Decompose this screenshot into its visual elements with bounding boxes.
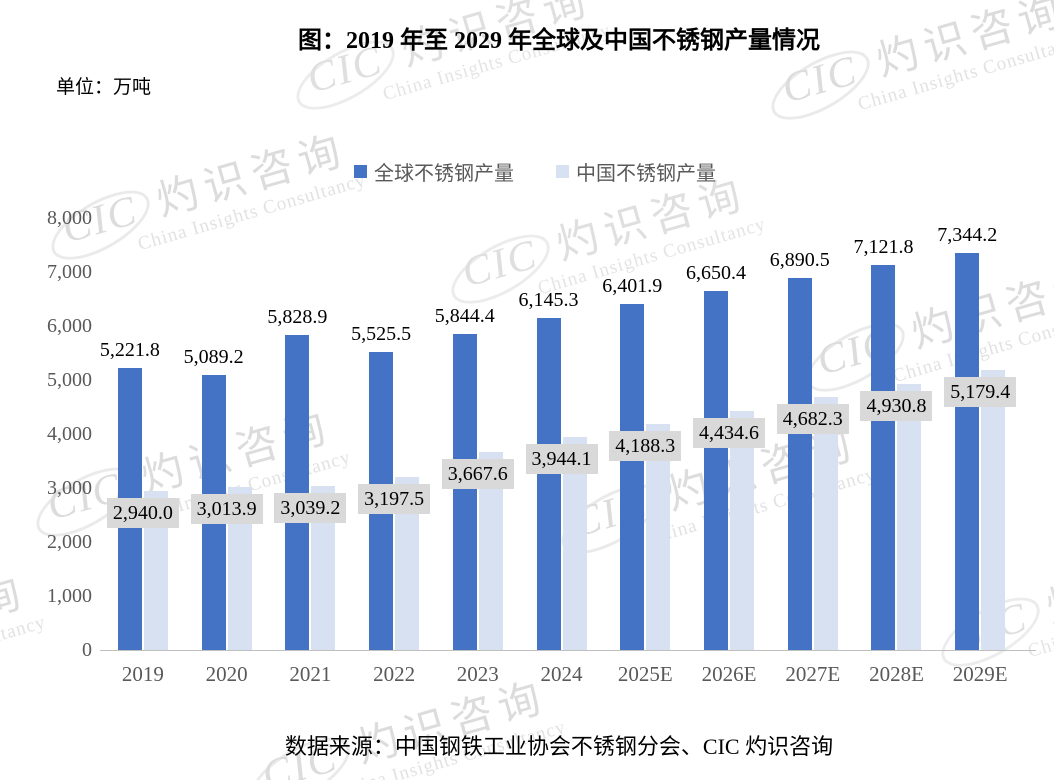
x-tick-label-2025E: 2025E bbox=[617, 662, 673, 686]
watermark-en-text: China Insights Consultancy bbox=[0, 0, 43, 52]
source-note: 数据来源：中国钢铁工业协会不锈钢分会、CIC 灼识咨询 bbox=[284, 734, 834, 759]
value-label-global-2023: 5,844.4 bbox=[434, 305, 495, 328]
bar-group-2025E: 6,401.9 4,188.3 bbox=[602, 218, 687, 650]
value-label-global-2028E: 7,121.8 bbox=[853, 236, 914, 259]
bar-global-2023 bbox=[452, 334, 477, 650]
value-label-china-2022: 3,197.5 bbox=[358, 484, 431, 515]
bar-china-2027E bbox=[813, 397, 838, 650]
y-axis: 0 1,000 2,000 3,000 4,000 5,000 6,000 7,000 8,00… bbox=[0, 207, 92, 661]
chart-title: 图：2019 年至 2029 年全球及中国不锈钢产量情况 bbox=[298, 28, 820, 54]
x-tick-label-2020: 2020 bbox=[205, 662, 248, 686]
plot-area: 5,221.8 2,940.0 5,089.2 3,013.9 5,828.9 3,039… bbox=[99, 218, 1022, 650]
legend-label-global: 全球不锈钢产量 bbox=[374, 163, 514, 185]
value-label-global-2026E: 6,650.4 bbox=[686, 261, 746, 284]
value-label-china-2025E: 4,188.3 bbox=[609, 430, 682, 461]
watermark-cn-text: 灼识咨询 bbox=[1041, 534, 1054, 633]
x-tick-label-2024: 2024 bbox=[540, 662, 583, 686]
bar-group-2019: 5,221.8 2,940.0 bbox=[99, 218, 185, 650]
value-label-global-2020: 5,089.2 bbox=[183, 346, 244, 369]
value-label-china-2029E: 5,179.4 bbox=[944, 377, 1017, 408]
value-label-china-2023: 3,667.6 bbox=[441, 458, 514, 489]
x-tick-label-2026E: 2026E bbox=[701, 662, 757, 686]
value-label-china-2026E: 4,434.6 bbox=[693, 417, 765, 448]
bar-china-2029E bbox=[981, 370, 1006, 650]
x-tick-label-2023: 2023 bbox=[456, 662, 499, 686]
bar-global-2028E bbox=[871, 265, 896, 650]
bar-global-2025E bbox=[620, 304, 645, 650]
chart-legend: 全球不锈钢产量 中国不锈钢产量 bbox=[8, 157, 1054, 186]
value-label-global-2025E: 6,401.9 bbox=[602, 275, 663, 298]
y-tick-label: 7,000 bbox=[47, 261, 92, 283]
watermark-cn-text: 灼识咨询 bbox=[0, 0, 28, 23]
legend-label-china: 中国不锈钢产量 bbox=[576, 163, 716, 185]
legend-swatch-global-icon bbox=[354, 165, 367, 178]
x-tick-label-2027E: 2027E bbox=[785, 662, 841, 686]
value-label-global-2027E: 6,890.5 bbox=[769, 248, 830, 271]
bar-global-2029E bbox=[955, 253, 980, 650]
bar-group-2026E: 6,650.4 4,434.6 bbox=[686, 218, 771, 650]
bar-group-2027E: 6,890.5 4,682.3 bbox=[769, 218, 855, 650]
x-tick-label-2021: 2021 bbox=[289, 662, 332, 686]
bar-global-2021 bbox=[285, 335, 310, 650]
value-label-china-2021: 3,039.2 bbox=[274, 492, 347, 523]
bar-group-2028E: 7,121.8 4,930.8 bbox=[853, 218, 939, 650]
y-tick-label: 8,000 bbox=[47, 207, 92, 229]
y-tick-label: 5,000 bbox=[47, 369, 92, 391]
value-label-global-2029E: 7,344.2 bbox=[937, 224, 998, 247]
y-tick-label: 0 bbox=[82, 639, 92, 661]
x-axis: 2019 2020 2021 2022 2023 2024 2025E 2026E 2027E 2… bbox=[101, 662, 1022, 687]
bar-global-2026E bbox=[704, 290, 728, 650]
bar-global-2024 bbox=[536, 318, 561, 650]
bar-group-2022: 5,525.5 3,197.5 bbox=[351, 218, 436, 650]
legend-item-china: 中国不锈钢产量 bbox=[556, 157, 716, 186]
bar-china-2026E bbox=[730, 410, 754, 650]
value-label-global-2022: 5,525.5 bbox=[351, 322, 412, 345]
y-tick-label: 6,000 bbox=[47, 315, 92, 337]
value-label-global-2024: 6,145.3 bbox=[518, 289, 579, 312]
bar-group-2020: 5,089.2 3,013.9 bbox=[183, 218, 269, 650]
value-label-china-2028E: 4,930.8 bbox=[860, 390, 933, 421]
bar-group-2021: 5,828.9 3,039.2 bbox=[267, 218, 352, 650]
value-label-china-2024: 3,944.1 bbox=[525, 444, 598, 475]
value-label-china-2019: 2,940.0 bbox=[106, 498, 179, 529]
bar-group-2024: 6,145.3 3,944.1 bbox=[518, 218, 604, 650]
y-tick-label: 1,000 bbox=[47, 585, 92, 607]
x-tick-label-2022: 2022 bbox=[373, 662, 416, 686]
unit-label: 单位：万吨 bbox=[56, 77, 152, 98]
legend-swatch-china-icon bbox=[556, 165, 569, 178]
bar-group-2023: 5,844.4 3,667.6 bbox=[434, 218, 520, 650]
bar-global-2027E bbox=[787, 277, 812, 650]
value-label-china-2027E: 4,682.3 bbox=[776, 404, 849, 435]
bar-group-2029E: 7,344.2 5,179.4 bbox=[937, 218, 1022, 650]
y-tick-label: 3,000 bbox=[47, 477, 92, 499]
bar-china-2025E bbox=[646, 423, 671, 650]
value-label-global-2021: 5,828.9 bbox=[267, 306, 328, 329]
x-tick-label-2029E: 2029E bbox=[952, 662, 1008, 686]
bar-china-2028E bbox=[897, 383, 922, 650]
x-tick-label-2019: 2019 bbox=[121, 662, 164, 686]
value-label-global-2019: 5,221.8 bbox=[99, 339, 160, 362]
y-tick-label: 2,000 bbox=[47, 531, 92, 553]
x-tick-label-2028E: 2028E bbox=[869, 662, 924, 686]
y-tick-label: 4,000 bbox=[47, 423, 92, 445]
cic-logo-icon: CIC bbox=[772, 47, 868, 112]
value-label-china-2020: 3,013.9 bbox=[190, 494, 263, 525]
x-axis-line bbox=[100, 650, 1036, 651]
legend-item-global: 全球不锈钢产量 bbox=[354, 157, 514, 186]
